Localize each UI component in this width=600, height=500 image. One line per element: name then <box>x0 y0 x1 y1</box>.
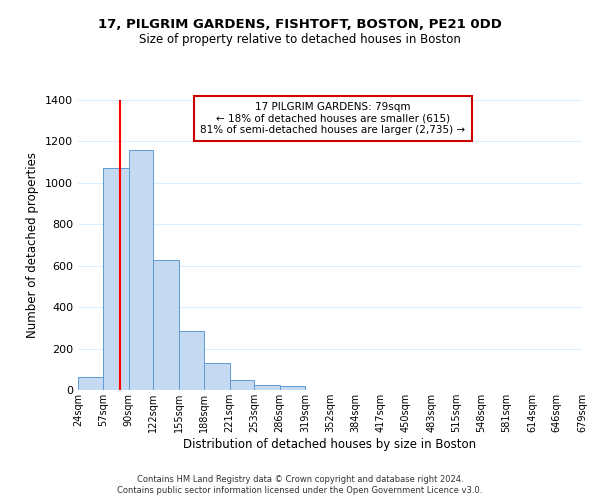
Bar <box>179 331 204 390</box>
Bar <box>254 386 280 390</box>
Bar <box>230 380 254 390</box>
Bar <box>204 363 230 390</box>
Text: Contains HM Land Registry data © Crown copyright and database right 2024.: Contains HM Land Registry data © Crown c… <box>137 475 463 484</box>
Text: Contains public sector information licensed under the Open Government Licence v3: Contains public sector information licen… <box>118 486 482 495</box>
Bar <box>78 376 103 390</box>
X-axis label: Distribution of detached houses by size in Boston: Distribution of detached houses by size … <box>184 438 476 450</box>
Bar <box>280 386 305 390</box>
Text: Size of property relative to detached houses in Boston: Size of property relative to detached ho… <box>139 32 461 46</box>
Bar <box>103 168 129 390</box>
Text: 17 PILGRIM GARDENS: 79sqm
← 18% of detached houses are smaller (615)
81% of semi: 17 PILGRIM GARDENS: 79sqm ← 18% of detac… <box>200 102 465 135</box>
Text: 17, PILGRIM GARDENS, FISHTOFT, BOSTON, PE21 0DD: 17, PILGRIM GARDENS, FISHTOFT, BOSTON, P… <box>98 18 502 30</box>
Bar <box>129 150 154 390</box>
Y-axis label: Number of detached properties: Number of detached properties <box>26 152 40 338</box>
Bar <box>154 260 179 390</box>
